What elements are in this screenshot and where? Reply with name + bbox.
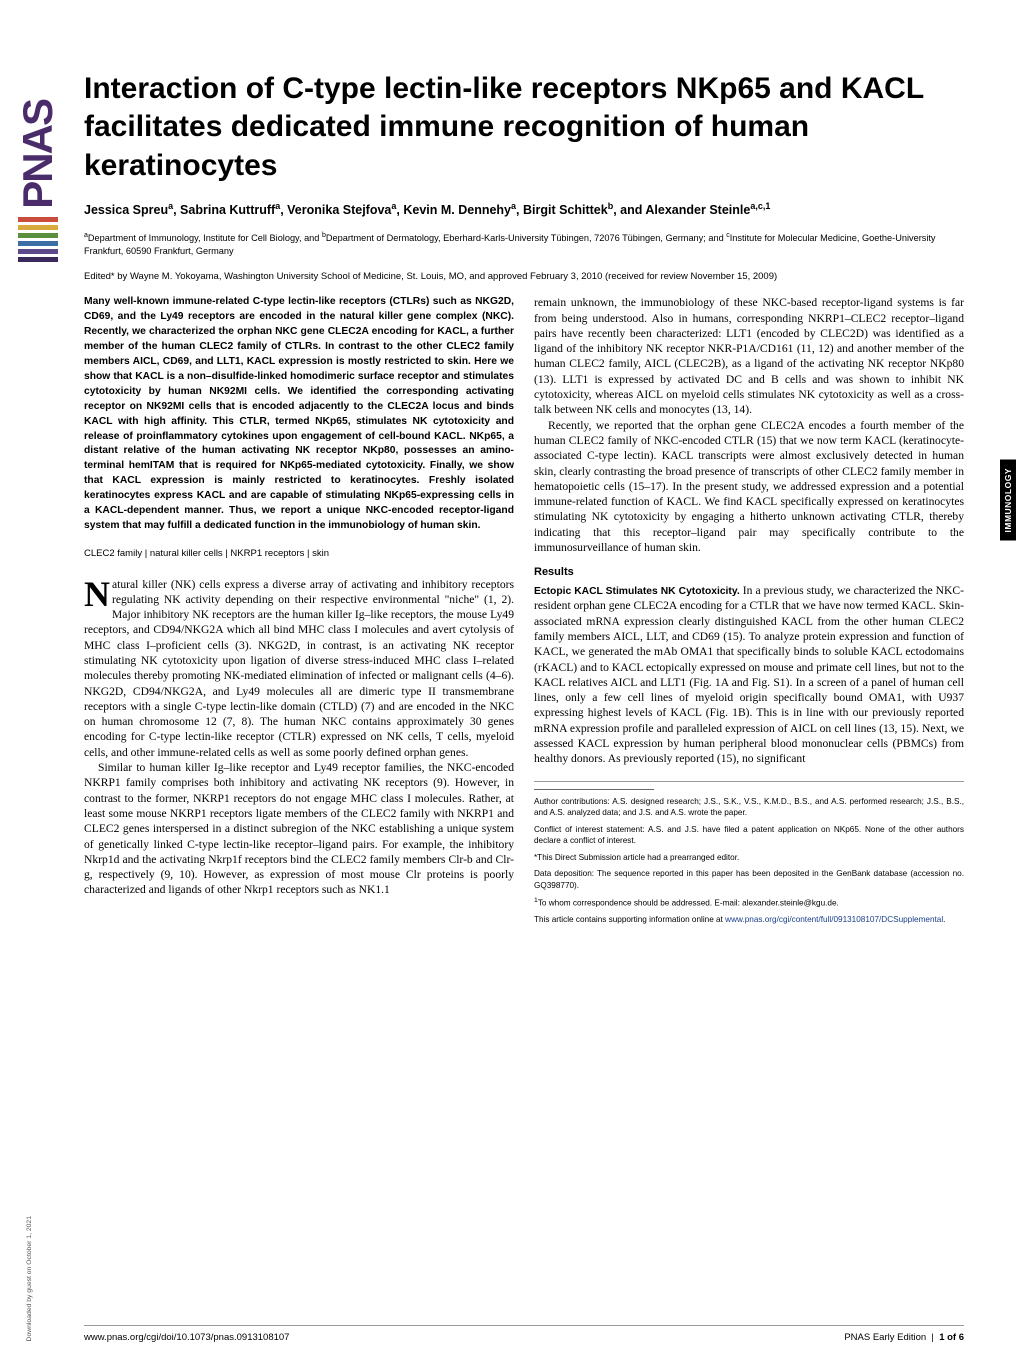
pnas-logo: PNAS: [16, 100, 60, 640]
body-paragraph: remain unknown, the immunobiology of the…: [534, 295, 964, 417]
article-title: Interaction of C-type lectin-like recept…: [84, 70, 964, 185]
body-paragraph: Similar to human killer Ig–like receptor…: [84, 760, 514, 898]
footnote-data: Data deposition: The sequence reported i…: [534, 868, 964, 891]
footnote-direct: *This Direct Submission article had a pr…: [534, 852, 964, 863]
stripe: [18, 249, 58, 254]
download-note: Downloaded by guest on October 1, 2021: [26, 1216, 33, 1341]
body-text: In a previous study, we characterized th…: [534, 584, 964, 766]
affiliations: aDepartment of Immunology, Institute for…: [84, 231, 964, 257]
body-paragraph: Ectopic KACL Stimulates NK Cytotoxicity.…: [534, 583, 964, 767]
stripe: [18, 225, 58, 230]
footnote-supplemental: This article contains supporting informa…: [534, 914, 964, 925]
page-content: Interaction of C-type lectin-like recept…: [84, 70, 964, 931]
two-column-body: Many well-known immune-related C-type le…: [84, 295, 964, 931]
footer-doi: www.pnas.org/cgi/doi/10.1073/pnas.091310…: [84, 1332, 289, 1343]
pnas-logo-text: PNAS: [14, 100, 62, 209]
subsection-heading: Ectopic KACL Stimulates NK Cytotoxicity.: [534, 586, 740, 597]
pnas-logo-stripes: [18, 217, 58, 262]
stripe: [18, 257, 58, 262]
section-tab: IMMUNOLOGY: [1000, 460, 1016, 541]
author-list: Jessica Spreua, Sabrina Kuttruffa, Veron…: [84, 201, 964, 217]
body-paragraph: Natural killer (NK) cells express a dive…: [84, 577, 514, 761]
keywords: CLEC2 family | natural killer cells | NK…: [84, 548, 514, 561]
abstract: Many well-known immune-related C-type le…: [84, 295, 514, 534]
dropcap: N: [84, 577, 112, 610]
edited-by: Edited* by Wayne M. Yokoyama, Washington…: [84, 271, 964, 282]
stripe: [18, 233, 58, 238]
body-paragraph: Recently, we reported that the orphan ge…: [534, 418, 964, 556]
page-footer: www.pnas.org/cgi/doi/10.1073/pnas.091310…: [84, 1325, 964, 1343]
footnote-contributions: Author contributions: A.S. designed rese…: [534, 796, 964, 819]
footnote-correspondence: 1To whom correspondence should be addres…: [534, 896, 964, 909]
footnote-rule: [534, 789, 654, 790]
supplemental-link[interactable]: www.pnas.org/cgi/content/full/0913108107…: [725, 915, 943, 924]
body-text: atural killer (NK) cells express a diver…: [84, 578, 514, 759]
footnotes: Author contributions: A.S. designed rese…: [534, 781, 964, 926]
footnote-conflict: Conflict of interest statement: A.S. and…: [534, 824, 964, 847]
stripe: [18, 241, 58, 246]
stripe: [18, 217, 58, 222]
footer-page-info: PNAS Early Edition | 1 of 6: [844, 1332, 964, 1343]
section-heading: Results: [534, 565, 964, 580]
